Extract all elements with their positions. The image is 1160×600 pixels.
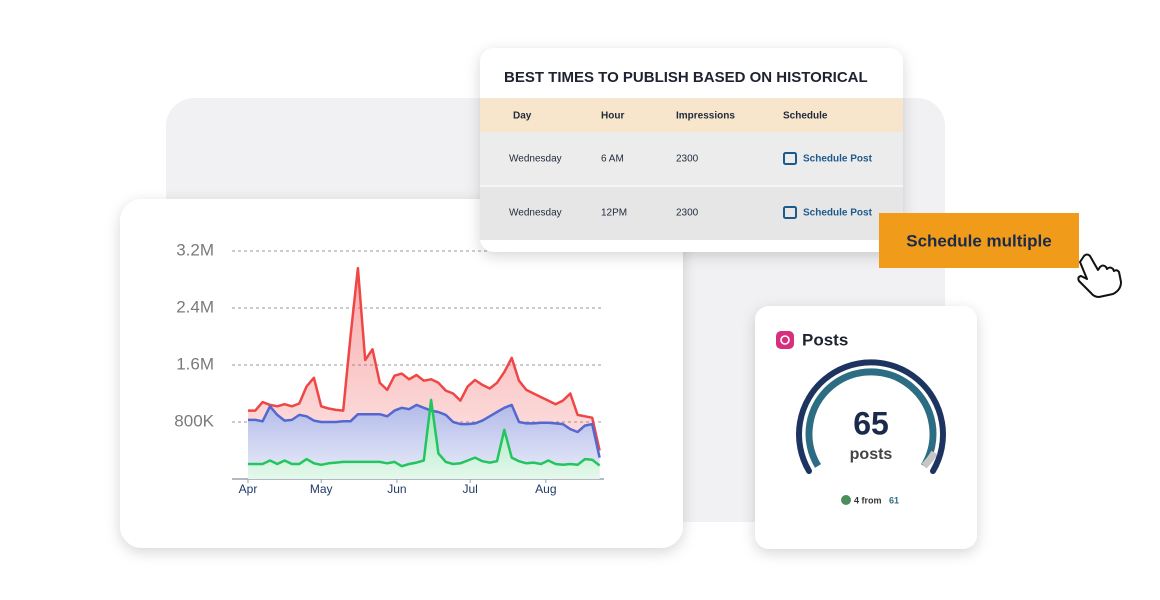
y-tick-label: 1.6M: [176, 354, 214, 373]
table-row-bg: [480, 186, 903, 240]
gauge-outer: [796, 359, 946, 474]
posts-previous: 61: [889, 495, 899, 505]
table-cell: 6 AM: [601, 154, 624, 165]
x-tick-label: Aug: [535, 482, 556, 496]
table-card: BEST TIMES TO PUBLISH BASED ON HISTORICA…: [480, 48, 903, 252]
posts-title: Posts: [802, 330, 848, 349]
table-cell: 2300: [676, 208, 699, 219]
line: [248, 403, 601, 458]
posts-card: Posts 65 posts 4 from 61: [755, 306, 977, 549]
posts-card-bg: [755, 306, 977, 549]
calendar-icon: [783, 152, 797, 165]
line: [248, 266, 601, 451]
button-bg[interactable]: [879, 213, 1079, 268]
instagram-icon-lens: [780, 335, 790, 345]
schedule-multiple-button[interactable]: Schedule multiple: [879, 213, 1079, 268]
table-header: Impressions: [676, 111, 735, 122]
y-tick-label: 2.4M: [176, 297, 214, 316]
line: [248, 398, 601, 468]
schedule-post-link[interactable]: Schedule Post: [803, 208, 873, 219]
trend-icon: [841, 495, 851, 505]
button-label[interactable]: Schedule multiple: [906, 231, 1051, 250]
posts-count: 65: [853, 405, 889, 441]
calendar-icon: [783, 206, 797, 219]
x-tick-label: May: [310, 482, 333, 496]
gauge-inner: [805, 368, 937, 468]
table-header-bg: [480, 98, 903, 132]
schedule-post-link[interactable]: Schedule Post: [803, 154, 873, 165]
table-cell: Wednesday: [509, 208, 562, 219]
table-header: Schedule: [783, 111, 828, 122]
table-cell: 12PM: [601, 208, 627, 219]
area: [248, 399, 600, 479]
table-row-bg: [480, 132, 903, 186]
chart: 800K 1.6M 2.4M 3.2M Apr May Jun Jul Aug: [174, 240, 604, 496]
x-tick-label: Jun: [387, 482, 406, 496]
table-header: Day: [513, 111, 532, 122]
y-tick-label: 3.2M: [176, 240, 214, 259]
table-cell: Wednesday: [509, 154, 562, 165]
hand-cursor: [1077, 253, 1122, 298]
instagram-icon: [776, 331, 794, 349]
table-header: Hour: [601, 111, 624, 122]
gauge-remaining: [921, 450, 938, 469]
y-tick-label: 800K: [174, 411, 214, 430]
x-tick-label: Jul: [462, 482, 477, 496]
posts-change: 4 from: [854, 495, 882, 505]
x-tick-label: Apr: [239, 482, 258, 496]
posts-unit: posts: [850, 446, 893, 463]
row-divider: [480, 185, 903, 187]
table-cell: 2300: [676, 154, 699, 165]
table-title: BEST TIMES TO PUBLISH BASED ON HISTORICA…: [504, 69, 868, 86]
